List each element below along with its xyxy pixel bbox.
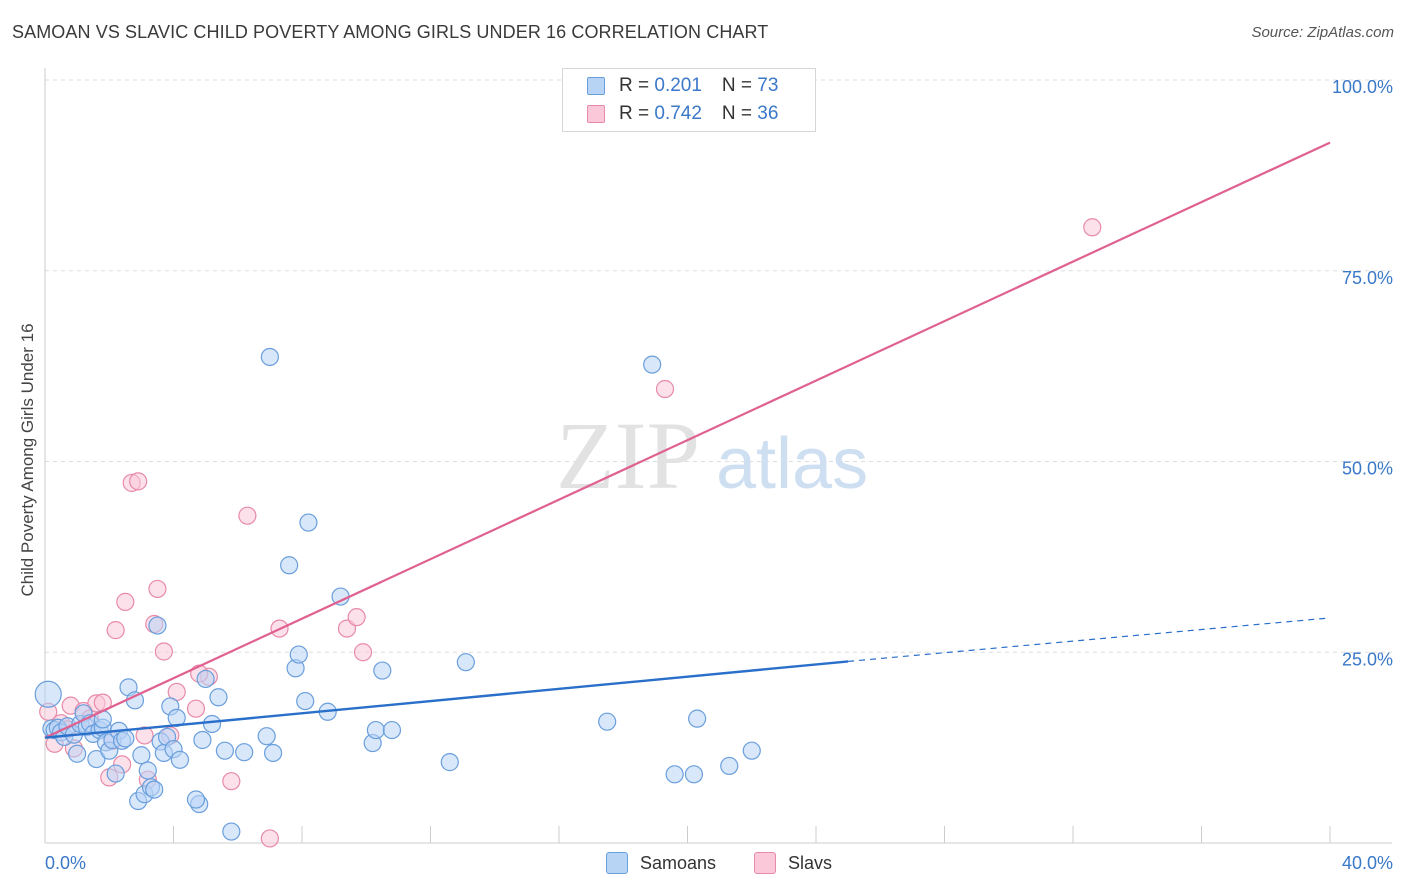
legend-label-samoans: Samoans — [640, 852, 717, 873]
samoans-point — [643, 355, 662, 374]
samoans-point — [688, 709, 707, 728]
watermark: ZIP atlas — [556, 402, 868, 509]
samoans-point — [222, 822, 241, 841]
samoans-point — [116, 729, 135, 748]
x-tick-label: 40.0% — [1342, 853, 1393, 873]
samoans-point — [145, 780, 164, 799]
legend-r-value: 0.201 — [654, 75, 702, 96]
samoans-point — [148, 616, 167, 635]
samoans-point — [215, 741, 234, 760]
samoans-point — [257, 727, 276, 746]
samoans-point — [209, 688, 228, 707]
slavs-trend-line — [44, 141, 1331, 739]
samoans-point — [598, 712, 617, 731]
samoans-point — [742, 741, 761, 760]
trend-lines — [44, 141, 1331, 739]
legend-row-samoans: R = 0.201 N = 73 — [587, 73, 778, 99]
slavs-point — [347, 608, 366, 627]
legend-n-value: 36 — [757, 103, 779, 124]
slavs-point — [186, 699, 206, 718]
watermark-zip: ZIP — [556, 402, 700, 509]
legend-item-samoans[interactable]: Samoans — [606, 852, 716, 874]
samoans-point — [299, 513, 318, 532]
slavs-point — [129, 472, 148, 491]
slavs-point — [222, 772, 241, 791]
y-tick-label: 100.0% — [1332, 77, 1393, 97]
y-tick-label: 25.0% — [1342, 649, 1393, 669]
tick-labels: 25.0% 50.0% 75.0% 100.0% 0.0% 40.0% — [45, 77, 1393, 873]
slavs-point — [353, 643, 373, 662]
legend-swatch-slavs — [754, 852, 776, 874]
legend-r-label: R = — [619, 103, 655, 124]
samoans-point — [684, 765, 704, 784]
samoans-point — [260, 347, 279, 367]
slavs-point — [260, 829, 279, 848]
slavs-point — [106, 621, 125, 640]
source-label: Source: ZipAtlas.com — [1251, 24, 1394, 41]
slavs-point — [238, 506, 257, 525]
samoans-point — [87, 749, 106, 769]
chart-title: SAMOAN VS SLAVIC CHILD POVERTY AMONG GIR… — [12, 22, 769, 42]
samoans-point — [34, 680, 62, 708]
samoans-point — [440, 753, 459, 772]
samoans-point — [289, 645, 308, 664]
legend-stats: R = 0.201 N = 73 R = 0.742 N = 36 — [562, 68, 816, 132]
samoans-point — [193, 730, 212, 750]
samoans-point — [263, 743, 283, 763]
samoans-point — [132, 746, 151, 765]
legend-swatch-slavs — [587, 105, 605, 123]
y-axis-label: Child Poverty Among Girls Under 16 — [18, 323, 37, 597]
samoans-point — [720, 756, 739, 776]
samoans-point — [296, 691, 315, 711]
legend-label-slavs: Slavs — [788, 852, 833, 873]
slavs-point — [148, 579, 167, 599]
legend-swatch-samoans — [587, 77, 605, 95]
slavs-point — [1083, 218, 1102, 237]
samoans-trend-extension — [848, 617, 1331, 663]
legend-n-label: N = — [721, 103, 758, 124]
legend-swatch-samoans — [606, 852, 628, 874]
samoans-point — [456, 653, 475, 672]
samoans-point — [366, 720, 385, 740]
legend-series: Samoans Slavs — [0, 852, 1406, 878]
samoans-point — [235, 743, 254, 762]
samoans-trend-line — [44, 660, 849, 739]
samoans-point — [196, 669, 215, 689]
slavs-point — [655, 379, 675, 399]
samoans-point — [373, 661, 392, 680]
legend-row-slavs: R = 0.742 N = 36 — [587, 101, 778, 127]
slavs-point — [154, 642, 173, 661]
samoans-point — [106, 764, 125, 783]
grid-lines — [45, 79, 1392, 653]
samoans-point — [280, 556, 299, 575]
samoans-point — [68, 744, 87, 763]
legend-r-label: R = — [619, 75, 655, 96]
slavs-point — [135, 726, 154, 745]
samoans-point — [186, 790, 206, 809]
samoans-point — [665, 765, 684, 784]
slavs-points — [39, 218, 1102, 848]
samoans-point — [138, 761, 157, 780]
samoans-point — [170, 750, 190, 769]
x-tick-label: 0.0% — [45, 853, 86, 873]
legend-r-value: 0.742 — [654, 103, 702, 124]
y-tick-label: 50.0% — [1342, 459, 1393, 479]
slavs-point — [116, 592, 135, 611]
samoans-point — [382, 720, 402, 740]
legend-n-value: 73 — [757, 75, 779, 96]
y-tick-label: 75.0% — [1342, 268, 1393, 288]
legend-item-slavs[interactable]: Slavs — [754, 852, 832, 874]
legend-n-label: N = — [721, 75, 758, 96]
watermark-atlas: atlas — [716, 424, 868, 504]
samoans-point — [202, 714, 222, 734]
